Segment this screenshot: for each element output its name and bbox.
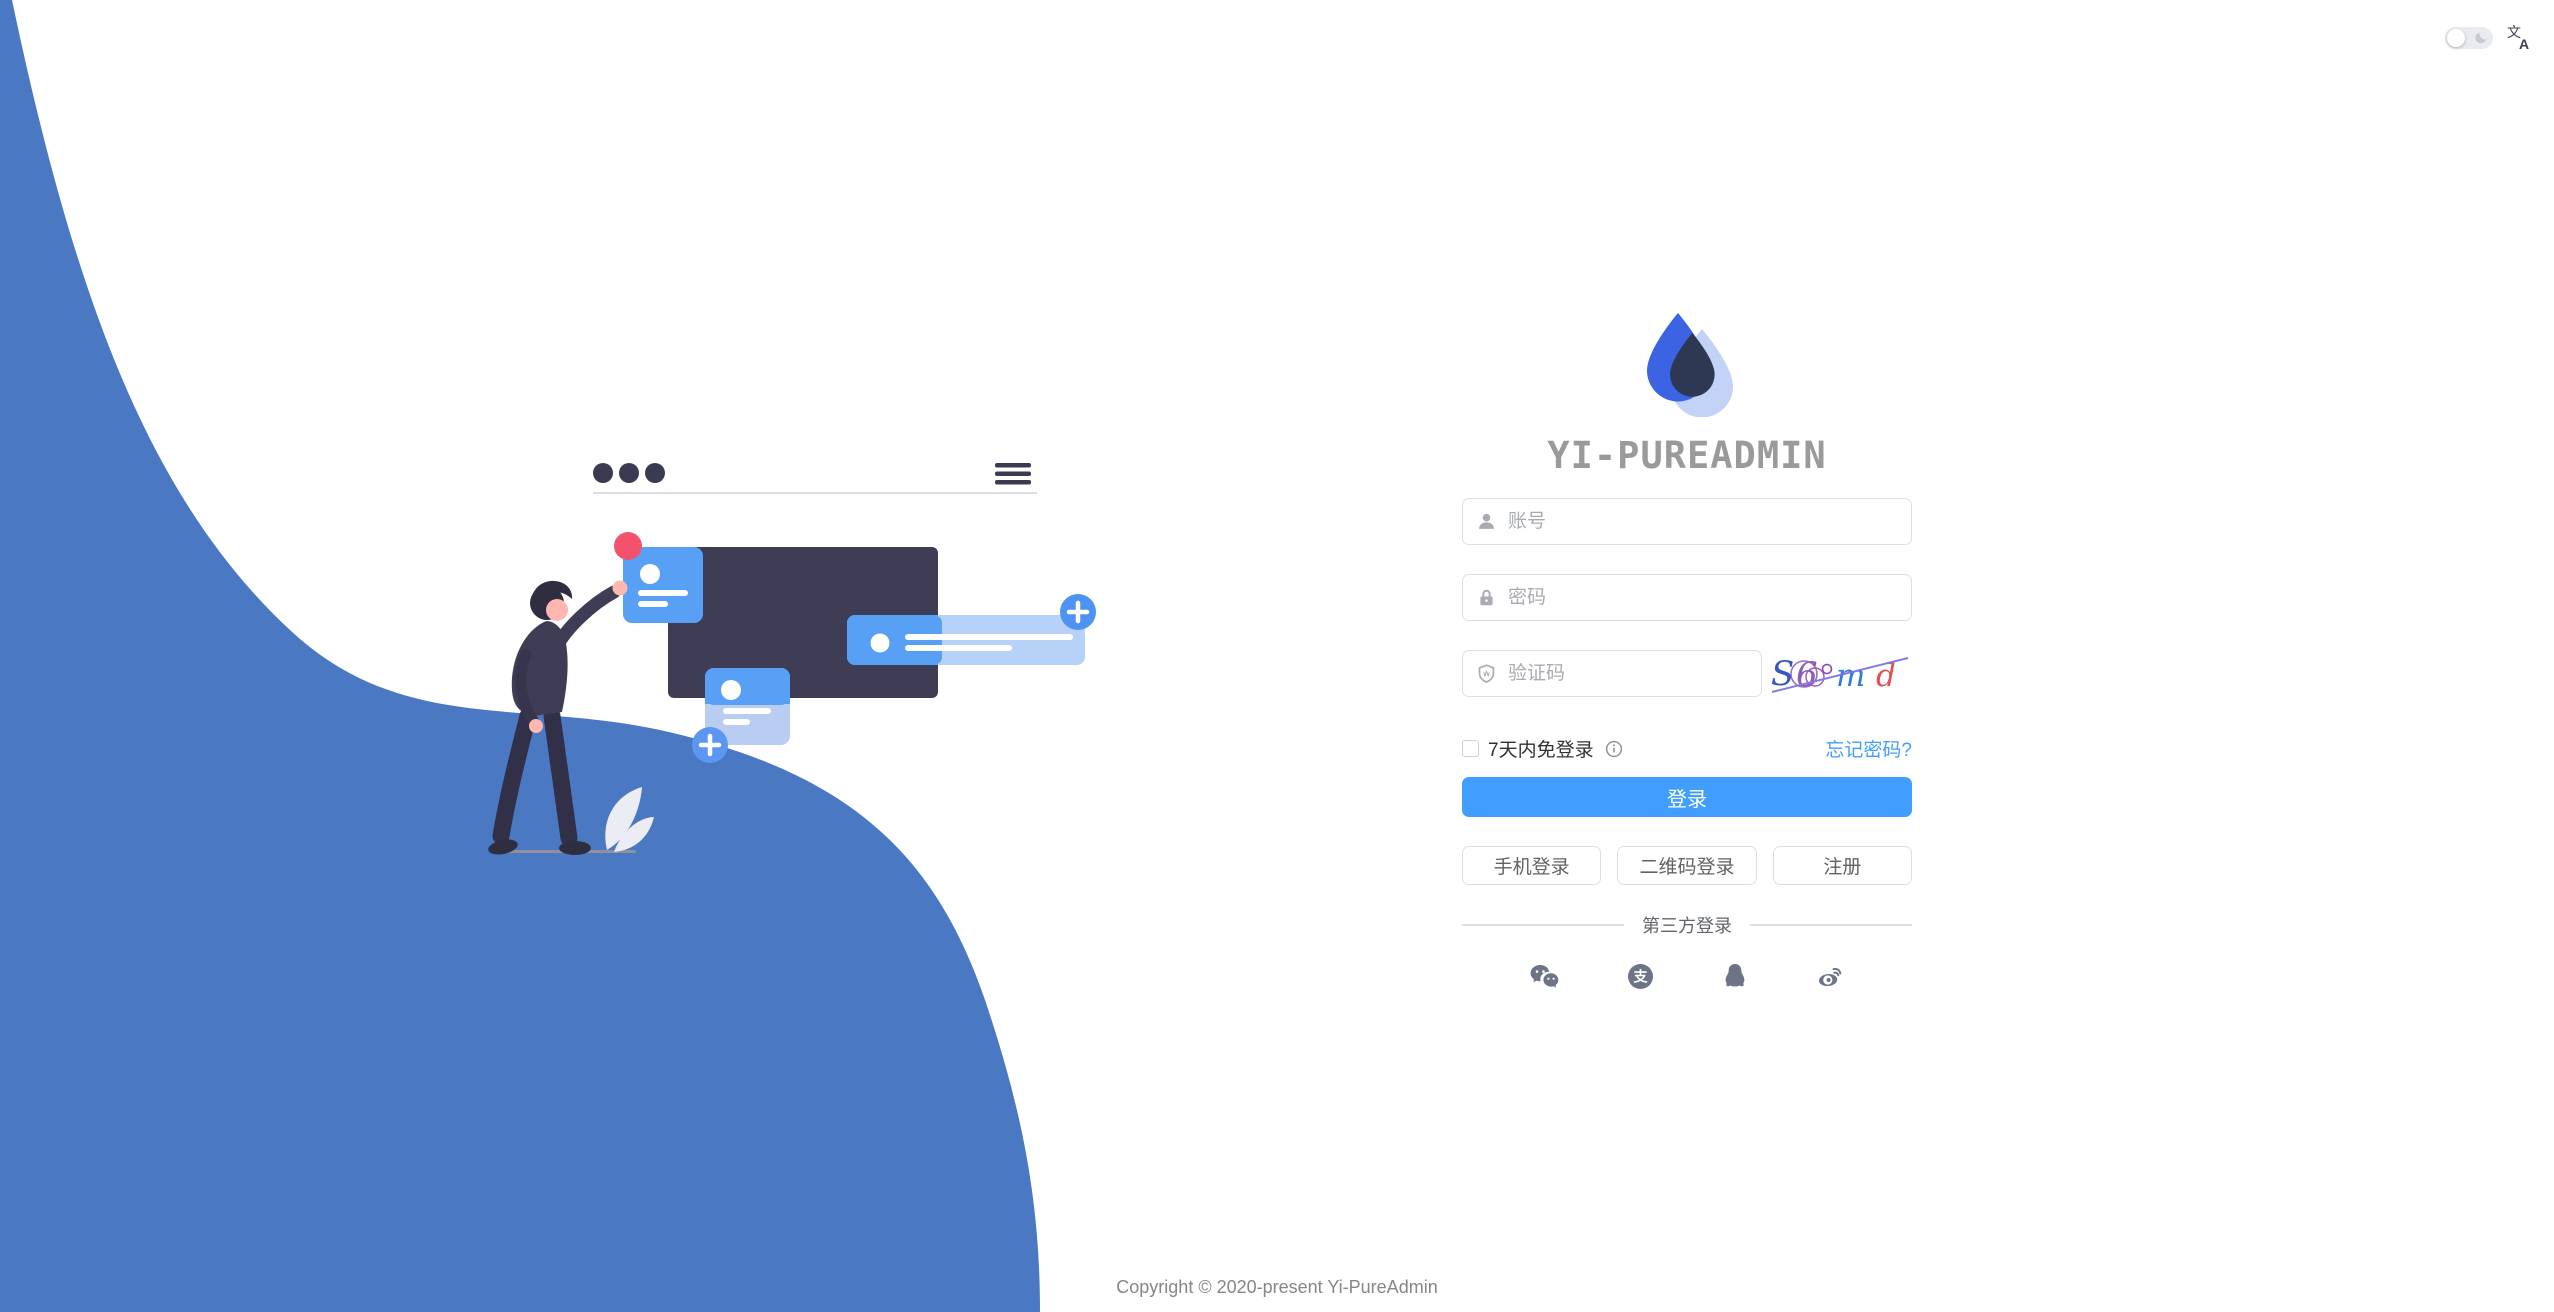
topbar-controls: 文 A	[2445, 24, 2534, 51]
captcha-field-box	[1462, 650, 1762, 697]
leaf	[605, 787, 642, 850]
third-party-login-row: 支	[1530, 963, 1844, 990]
illustration-browser-bar	[593, 463, 1037, 494]
illustration-scene	[488, 532, 1096, 855]
qrcode-login-button[interactable]: 二维码登录	[1617, 846, 1757, 885]
phone-login-button[interactable]: 手机登录	[1462, 846, 1602, 885]
password-input[interactable]	[1496, 585, 1897, 610]
svg-text:m: m	[1836, 658, 1865, 694]
captcha-row: S 6 m d	[1462, 650, 1912, 697]
weibo-icon[interactable]	[1816, 963, 1844, 990]
account-field-box	[1462, 498, 1912, 545]
wechat-icon[interactable]	[1530, 964, 1559, 990]
register-button[interactable]: 注册	[1772, 846, 1912, 885]
window-dot-icon	[619, 463, 639, 483]
alipay-icon[interactable]: 支	[1627, 963, 1654, 990]
remember-option: 7天内免登录	[1462, 735, 1623, 762]
svg-text:支: 支	[1633, 969, 1649, 985]
page-title: YI-PUREADMIN	[1547, 434, 1827, 477]
notification-badge	[614, 532, 642, 560]
captcha-input[interactable]	[1496, 661, 1747, 686]
hamburger-icon	[995, 471, 1031, 476]
info-icon[interactable]	[1605, 740, 1623, 758]
password-field-box	[1462, 574, 1912, 621]
login-button[interactable]: 登录	[1462, 777, 1912, 817]
svg-text:S: S	[1771, 654, 1794, 694]
copyright-text: Copyright © 2020-present Yi-PureAdmin	[1116, 1277, 1438, 1297]
captcha-image[interactable]: S 6 m d	[1770, 652, 1912, 696]
remember-label: 7天内免登录	[1488, 740, 1594, 761]
wave-background	[0, 0, 1040, 1312]
svg-text:A: A	[2519, 36, 2529, 51]
login-panel: YI-PUREADMIN	[1462, 300, 1912, 990]
toggle-knob	[2447, 28, 2465, 47]
lock-icon	[1477, 588, 1496, 607]
person	[488, 580, 628, 855]
svg-text:d: d	[1876, 658, 1896, 694]
hamburger-icon	[995, 480, 1031, 485]
svg-text:文: 文	[2507, 24, 2521, 40]
divider-label: 第三方登录	[1642, 916, 1732, 936]
shield-icon	[1477, 664, 1496, 683]
user-icon	[1477, 512, 1496, 531]
window-dot-icon	[593, 463, 613, 483]
options-row: 7天内免登录 忘记密码?	[1462, 735, 1912, 762]
leaf	[614, 817, 654, 852]
moon-icon	[2473, 30, 2489, 46]
window-dot-icon	[645, 463, 665, 483]
third-party-divider: 第三方登录	[1462, 912, 1912, 938]
hamburger-icon	[995, 463, 1031, 468]
login-form: S 6 m d 7天内免登录	[1462, 498, 1912, 990]
remember-checkbox[interactable]	[1462, 740, 1479, 757]
translate-icon[interactable]: 文 A	[2507, 24, 2534, 51]
brand-logo	[1462, 313, 1912, 417]
qq-icon[interactable]	[1722, 963, 1748, 990]
forgot-password-link[interactable]: 忘记密码?	[1825, 740, 1912, 761]
account-input[interactable]	[1496, 509, 1897, 534]
dark-mode-toggle[interactable]	[2445, 26, 2493, 49]
alt-login-row: 手机登录 二维码登录 注册	[1462, 846, 1912, 885]
svg-text:6: 6	[1796, 655, 1818, 695]
water-drop-icon	[1647, 313, 1733, 417]
